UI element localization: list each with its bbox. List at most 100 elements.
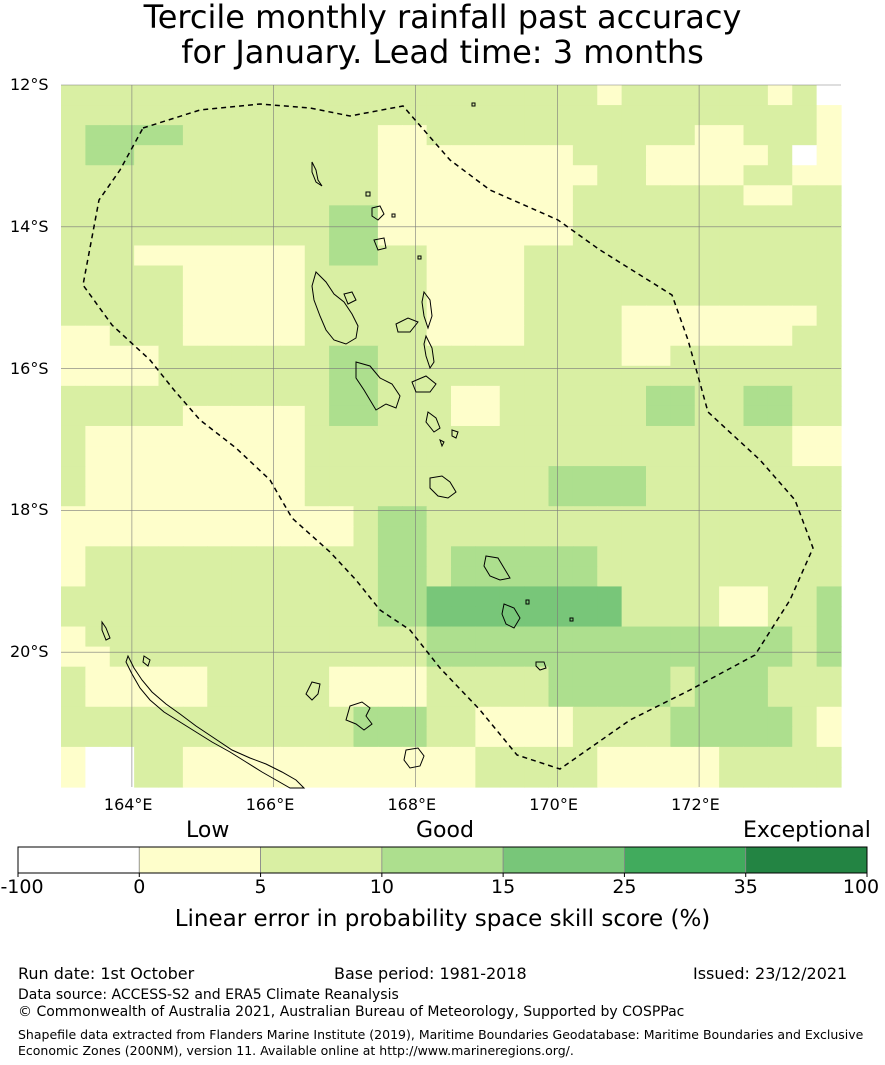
heatmap-cell bbox=[548, 125, 574, 146]
heatmap-cell bbox=[572, 666, 598, 688]
heatmap-cell bbox=[182, 706, 208, 728]
heatmap-cell bbox=[329, 666, 355, 688]
heatmap-cell bbox=[524, 245, 550, 267]
heatmap-cell bbox=[377, 506, 403, 527]
heatmap-cell bbox=[304, 285, 330, 307]
heatmap-cell bbox=[134, 245, 160, 267]
heatmap-cell bbox=[402, 345, 428, 367]
heatmap-cell bbox=[280, 526, 306, 547]
heatmap-cell bbox=[499, 265, 525, 287]
heatmap-cell bbox=[402, 586, 428, 608]
heatmap-cell bbox=[304, 606, 330, 628]
heatmap-cell bbox=[280, 726, 306, 748]
heatmap-cell bbox=[182, 205, 208, 226]
heatmap-cell bbox=[402, 686, 428, 708]
heatmap-cell bbox=[548, 145, 574, 166]
heatmap-cell bbox=[621, 405, 647, 427]
heatmap-cell bbox=[792, 145, 818, 166]
heatmap-cell bbox=[572, 145, 598, 166]
lon-tick-label: 170°E bbox=[529, 795, 578, 814]
heatmap-cell bbox=[353, 446, 379, 467]
colorbar-segment bbox=[502, 846, 625, 874]
heatmap-cell bbox=[475, 185, 501, 206]
heatmap-cell bbox=[85, 205, 111, 226]
heatmap-cell bbox=[280, 385, 306, 407]
heatmap-cell bbox=[207, 726, 233, 748]
heatmap-cell bbox=[499, 766, 525, 788]
heatmap-cell bbox=[524, 726, 550, 748]
heatmap-cell bbox=[207, 405, 233, 427]
banks-islands bbox=[371, 205, 385, 221]
heatmap-cell bbox=[767, 466, 793, 487]
heatmap-cell bbox=[158, 486, 184, 507]
heatmap-cell bbox=[499, 405, 525, 427]
heatmap-cell bbox=[182, 265, 208, 287]
heatmap-cell bbox=[694, 245, 720, 267]
heatmap-cell bbox=[280, 446, 306, 467]
heatmap-cell bbox=[499, 345, 525, 367]
heatmap-cell bbox=[207, 385, 233, 407]
heatmap-cell bbox=[475, 385, 501, 407]
heatmap-cell bbox=[816, 566, 842, 588]
heatmap-cell bbox=[402, 486, 428, 507]
heatmap-cell bbox=[207, 746, 233, 768]
heatmap-cell bbox=[743, 586, 769, 608]
heatmap-cell bbox=[621, 425, 647, 447]
heatmap-cell bbox=[353, 506, 379, 527]
heatmap-cell bbox=[85, 486, 111, 507]
heatmap-cell bbox=[377, 646, 403, 668]
heatmap-cell bbox=[816, 526, 842, 547]
heatmap-cell bbox=[426, 526, 452, 547]
heatmap-cell bbox=[231, 345, 257, 367]
heatmap-cell bbox=[767, 566, 793, 588]
heatmap-cell bbox=[767, 425, 793, 447]
heatmap-cell bbox=[719, 345, 745, 367]
heatmap-cell bbox=[524, 506, 550, 527]
heatmap-cell bbox=[304, 385, 330, 407]
heatmap-cell bbox=[451, 365, 476, 387]
heatmap-cell bbox=[134, 726, 160, 748]
heatmap-cell bbox=[719, 85, 745, 106]
heatmap-cell bbox=[767, 205, 793, 226]
heatmap-cell bbox=[499, 726, 525, 748]
heatmap-cell bbox=[475, 345, 501, 367]
heatmap-cell bbox=[694, 225, 720, 247]
heatmap-cell bbox=[621, 205, 647, 226]
heatmap-cell bbox=[134, 566, 160, 588]
heatmap-cell bbox=[280, 686, 306, 708]
heatmap-cell bbox=[475, 706, 501, 728]
heatmap-cell bbox=[353, 125, 379, 146]
heatmap-cell bbox=[134, 486, 160, 507]
heatmap-cell bbox=[767, 285, 793, 307]
heatmap-cell bbox=[280, 646, 306, 668]
heatmap-cell bbox=[280, 666, 306, 688]
heatmap-cell bbox=[329, 726, 355, 748]
heatmap-cell bbox=[256, 165, 281, 186]
heatmap-cell bbox=[694, 706, 720, 728]
heatmap-cell bbox=[61, 506, 86, 527]
heatmap-cell bbox=[182, 105, 208, 126]
heatmap-cell bbox=[621, 145, 647, 166]
heatmap-cell bbox=[353, 345, 379, 367]
heatmap-cell bbox=[426, 165, 452, 186]
heatmap-cell bbox=[475, 85, 501, 106]
skill-heatmap bbox=[61, 85, 842, 788]
heatmap-cell bbox=[158, 185, 184, 206]
heatmap-cell bbox=[231, 686, 257, 708]
heatmap-cell bbox=[548, 686, 574, 708]
heatmap-cell bbox=[572, 546, 598, 567]
heatmap-cell bbox=[377, 85, 403, 106]
heatmap-cell bbox=[377, 405, 403, 427]
heatmap-cell bbox=[475, 506, 501, 527]
heatmap-cell bbox=[329, 706, 355, 728]
heatmap-cell bbox=[304, 546, 330, 567]
heatmap-cell bbox=[426, 225, 452, 247]
heatmap-cell bbox=[743, 365, 769, 387]
heatmap-cell bbox=[207, 305, 233, 327]
heatmap-cell bbox=[353, 85, 379, 106]
heatmap-cell bbox=[475, 726, 501, 748]
heatmap-cell bbox=[670, 486, 696, 507]
heatmap-cell bbox=[475, 245, 501, 267]
heatmap-cell bbox=[499, 566, 525, 588]
heatmap-cell bbox=[353, 365, 379, 387]
